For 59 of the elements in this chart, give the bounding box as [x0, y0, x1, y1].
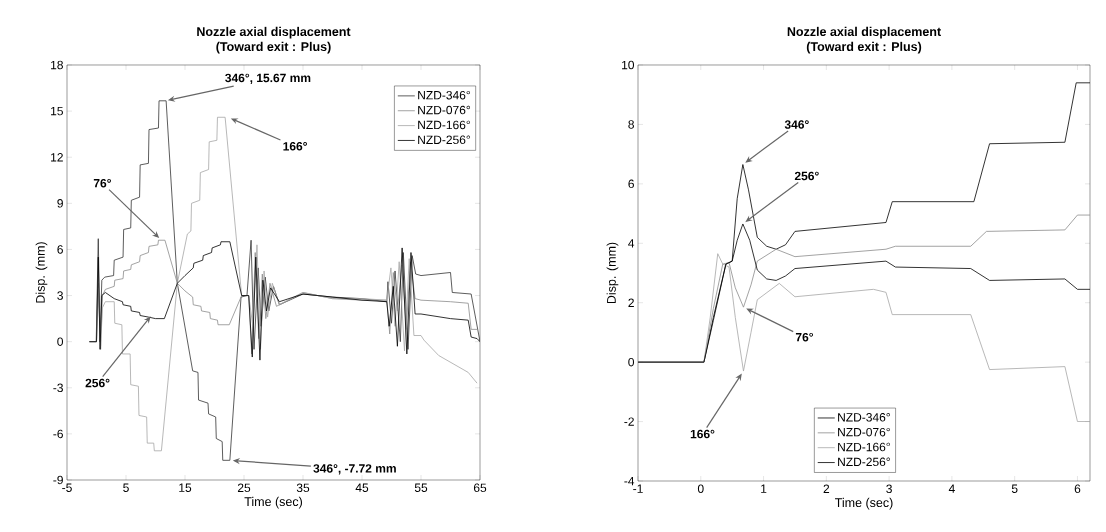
x-axis-title: Time (sec)	[244, 496, 302, 509]
y-tick-label: 8	[628, 120, 634, 129]
annotation: 256°	[794, 171, 819, 181]
x-tick-label: 15	[179, 483, 192, 492]
chart-subtitle: (Toward exit : Plus)	[216, 41, 331, 54]
x-tick-label: 1	[761, 484, 767, 493]
chart-title: Nozzle axial displacement	[197, 26, 351, 39]
x-tick-label: 45	[355, 483, 369, 492]
annotation: 346°	[784, 120, 809, 129]
y-tick-label: 4	[628, 239, 635, 248]
x-tick-label: 65	[473, 483, 487, 493]
x-tick-label: 4	[948, 484, 955, 493]
annotation: 76°	[93, 178, 111, 188]
legend-label: NZD-076°	[838, 427, 890, 437]
legend-label: NZD-256°	[838, 457, 890, 467]
y-tick-label: 0	[628, 357, 635, 367]
annotation: 346°, -7.72 mm	[313, 464, 396, 475]
legend-label: NZD-256°	[418, 135, 470, 145]
y-tick-label: 6	[628, 179, 634, 189]
annotation: 256°	[85, 378, 110, 388]
x-tick-label: 0	[697, 484, 704, 494]
y-tick-label: 6	[57, 245, 63, 254]
annotation: 166°	[283, 142, 307, 151]
chart-subtitle: (Toward exit : Plus)	[806, 41, 922, 54]
y-tick-label: 15	[51, 106, 63, 116]
x-tick-label: 5	[123, 483, 129, 492]
annotation: 76°	[795, 332, 814, 342]
y-tick-label: -2	[624, 417, 634, 426]
y-tick-label: 3	[57, 291, 63, 300]
x-tick-label: 5	[1011, 484, 1018, 493]
x-tick-label: 55	[414, 483, 428, 492]
legend-label: NZD-346°	[838, 413, 890, 422]
y-tick-label: -9	[53, 475, 63, 485]
legend-label: NZD-346°	[418, 90, 470, 100]
x-tick-label: -5	[62, 483, 72, 492]
legend-label: NZD-166°	[838, 442, 890, 452]
legend-label: NZD-166°	[418, 120, 470, 130]
annotation: 346°, 15.67 mm	[225, 73, 311, 84]
x-axis-title: Time (sec)	[835, 497, 893, 510]
annotation: 166°	[690, 429, 715, 439]
y-axis-title: Disp. (mm)	[35, 242, 48, 303]
y-tick-label: 18	[51, 60, 63, 70]
x-tick-label: -1	[633, 484, 643, 493]
x-tick-label: 3	[886, 484, 892, 494]
y-tick-label: 2	[628, 298, 634, 307]
x-tick-label: 6	[1074, 484, 1081, 494]
y-tick-label: 10	[622, 60, 635, 70]
y-tick-label: 12	[51, 153, 63, 162]
legend-label: NZD-076°	[418, 105, 470, 115]
x-tick-label: 2	[823, 484, 830, 493]
x-tick-label: 35	[296, 483, 310, 493]
y-tick-label: -6	[53, 429, 63, 439]
y-tick-label: 0	[57, 337, 64, 346]
y-tick-label: -4	[624, 476, 635, 486]
y-tick-label: 9	[57, 199, 63, 208]
y-axis-title: Disp. (mm)	[606, 242, 619, 304]
chart-title: Nozzle axial displacement	[787, 26, 941, 39]
y-tick-label: -3	[53, 383, 63, 393]
x-tick-label: 25	[237, 483, 251, 493]
